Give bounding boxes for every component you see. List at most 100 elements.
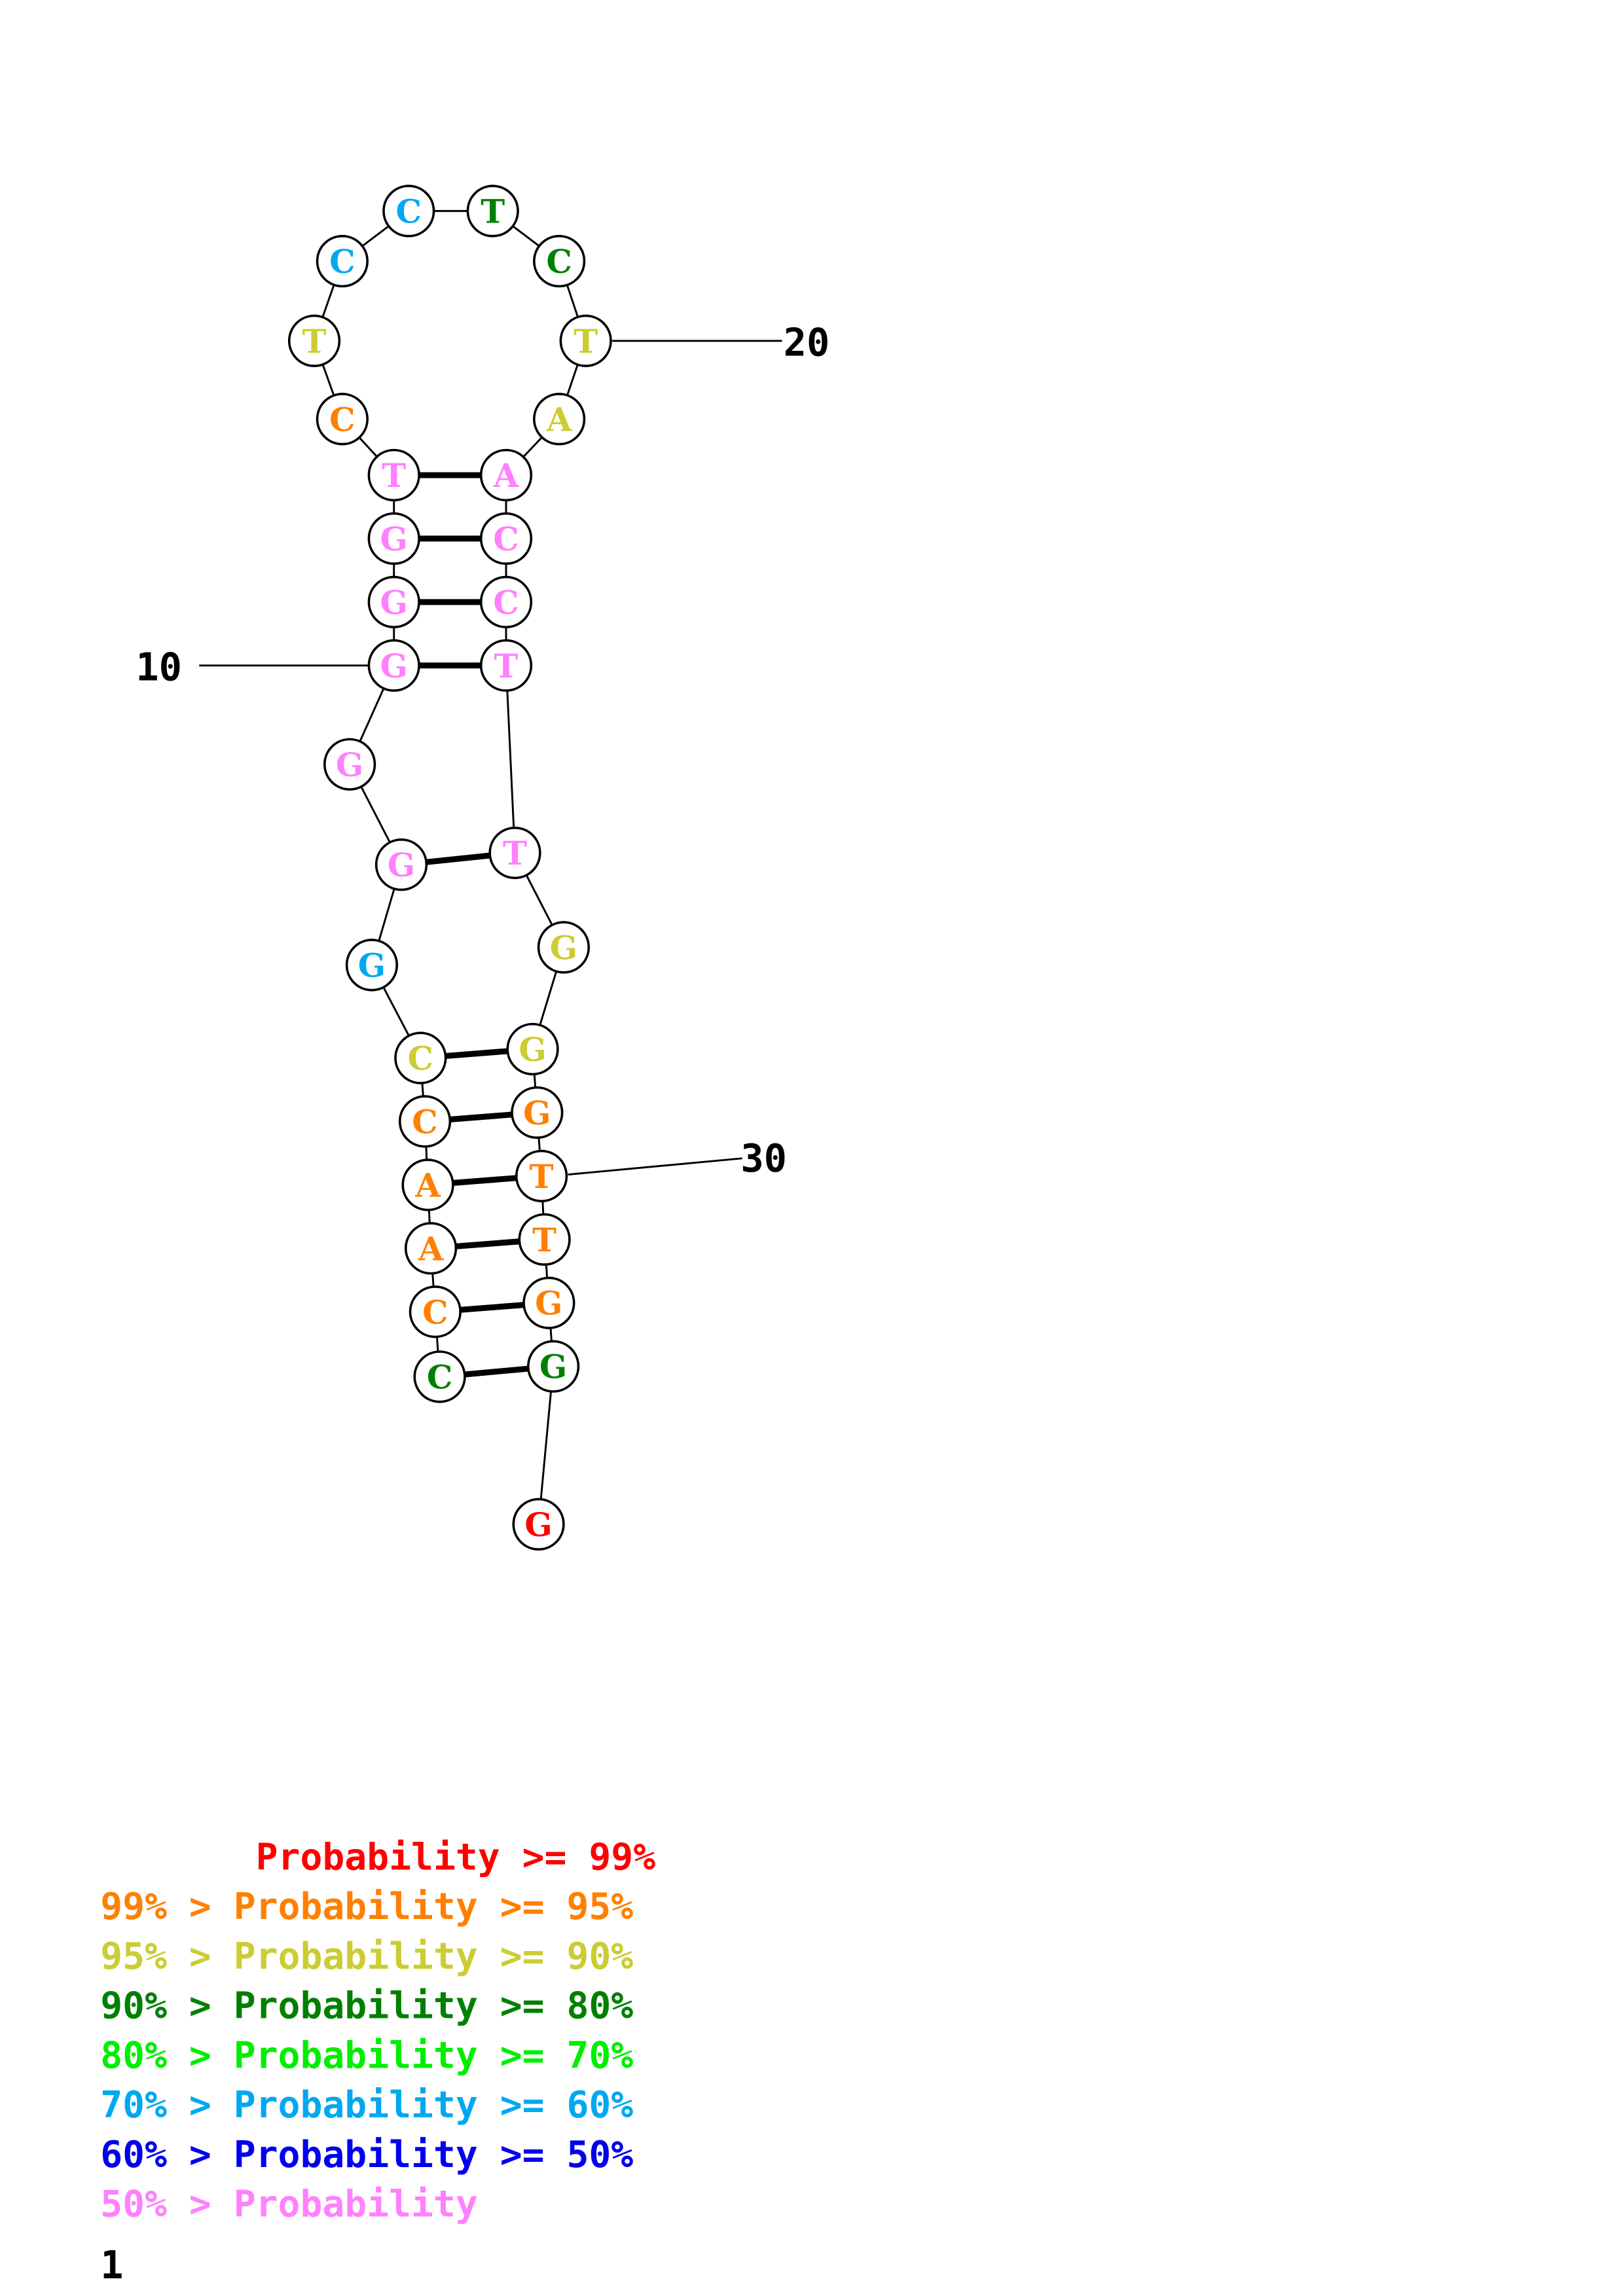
index-label: 10 <box>136 645 182 689</box>
probability-legend: Probability >= 99% 99% > Probability >= 9… <box>100 1836 655 2225</box>
nucleotide-base: C <box>396 192 422 230</box>
nucleotide: C <box>479 512 533 565</box>
nucleotide: C <box>398 1095 452 1148</box>
legend-entry: 99% > Probability >= 95% <box>100 1886 633 1928</box>
nucleotide-circle <box>374 838 428 891</box>
legend-entry: Probability >= 99% <box>100 1836 655 1878</box>
nucleotide: C <box>409 1285 462 1338</box>
nucleotide-base: C <box>422 1293 448 1331</box>
nucleotide-circle <box>518 1213 571 1266</box>
nucleotide: C <box>533 234 586 288</box>
legend-entry: 95% > Probability >= 90% <box>100 1935 633 1978</box>
nucleotide-base: A <box>414 1166 441 1204</box>
nucleotide-base: C <box>493 520 519 558</box>
nucleotide-base: C <box>412 1102 437 1141</box>
nucleotide-circle <box>367 512 420 565</box>
nucleotide: G <box>367 512 420 565</box>
nucleotide-base: G <box>380 647 408 685</box>
nucleotide: G <box>345 939 399 992</box>
nucleotide-base: C <box>408 1039 433 1078</box>
nucleotide-base: G <box>519 1030 546 1069</box>
nucleotide: G <box>511 1086 564 1139</box>
nucleotide: T <box>479 639 533 692</box>
nucleotide-base: G <box>358 946 386 984</box>
nucleotide: G <box>374 838 428 891</box>
nucleotide: G <box>323 738 376 791</box>
nucleotide: T <box>488 826 541 880</box>
nucleotide: G <box>537 921 591 974</box>
nucleotide-circle <box>367 575 420 628</box>
nucleotide: A <box>401 1158 454 1211</box>
nucleotide: T <box>559 314 612 367</box>
nucleotide-circle <box>367 639 420 692</box>
nucleotide-base: C <box>427 1357 452 1396</box>
nucleotide-circle <box>512 1498 565 1551</box>
nucleotide-circle <box>367 448 420 502</box>
nucleotide-base: A <box>418 1229 445 1268</box>
index-label: 30 <box>740 1136 787 1181</box>
nucleotide-base: G <box>380 583 408 622</box>
nucleotide-circle <box>488 826 541 880</box>
nucleotide: C <box>394 1031 447 1085</box>
nucleotide-base: G <box>388 846 415 884</box>
nucleotide: G <box>367 639 420 692</box>
nucleotide-base: T <box>494 647 519 685</box>
legend-entry: 70% > Probability >= 60% <box>100 2084 633 2126</box>
nucleotide: T <box>518 1213 571 1266</box>
nucleotide-circle <box>404 1222 458 1275</box>
nucleotide-base: A <box>493 456 520 495</box>
nucleotide-base: C <box>546 242 572 281</box>
nucleotide-base: T <box>302 322 327 361</box>
nucleotide-circle <box>401 1158 454 1211</box>
nucleotide-circle <box>466 185 519 238</box>
nucleotide-circle <box>533 234 586 288</box>
nucleotide: C <box>316 234 369 288</box>
nucleotide-circle <box>511 1086 564 1139</box>
index-tick-line <box>568 1157 742 1176</box>
nucleotide-circle <box>479 575 533 628</box>
nucleotide-base: A <box>546 400 573 439</box>
nucleotide: A <box>404 1222 458 1275</box>
nucleotide: G <box>522 1276 575 1329</box>
nucleotide-base: G <box>523 1094 551 1132</box>
nucleotide: G <box>526 1340 580 1393</box>
legend-entry: 90% > Probability >= 80% <box>100 1985 633 2028</box>
nucleotide-circle <box>515 1149 568 1202</box>
nucleotide: T <box>287 314 341 367</box>
nucleotide-circle <box>479 512 533 565</box>
nucleotide: T <box>466 185 519 238</box>
index-label: 20 <box>784 320 830 365</box>
nucleotide-base: G <box>539 1348 567 1386</box>
nucleotide-circle <box>537 921 591 974</box>
nucleotide-circle <box>287 314 341 367</box>
nucleotide-base: C <box>329 400 355 439</box>
nucleotide-base: G <box>380 520 408 558</box>
nucleotide-circle <box>382 185 435 238</box>
nucleotide-circle <box>479 639 533 692</box>
nucleotide-circle <box>526 1340 580 1393</box>
nucleotide: T <box>515 1149 568 1202</box>
nucleotide-circle <box>506 1022 559 1076</box>
nucleotide-base: G <box>336 745 363 784</box>
nucleotide-circle <box>413 1350 466 1403</box>
index-ticks: 10 20 30 <box>136 320 830 1181</box>
legend-entry: 50% > Probability <box>100 2183 478 2226</box>
nucleotide-circle <box>522 1276 575 1329</box>
legend-entry: 60% > Probability >= 50% <box>100 2134 633 2176</box>
nucleotide-base: T <box>532 1221 556 1259</box>
nucleotide-circle <box>479 448 533 502</box>
nucleotide-base: G <box>524 1505 552 1544</box>
nucleotide-base: T <box>382 456 406 495</box>
nucleotide: T <box>367 448 420 502</box>
nucleotide: C <box>382 185 435 238</box>
nucleotide: G <box>512 1498 565 1551</box>
nucleotide-base: C <box>493 583 519 622</box>
nucleotide: C <box>413 1350 466 1403</box>
nucleotide-circle <box>394 1031 447 1085</box>
nucleotide-circle <box>409 1285 462 1338</box>
nucleotide: G <box>367 575 420 628</box>
nucleotide: C <box>479 575 533 628</box>
